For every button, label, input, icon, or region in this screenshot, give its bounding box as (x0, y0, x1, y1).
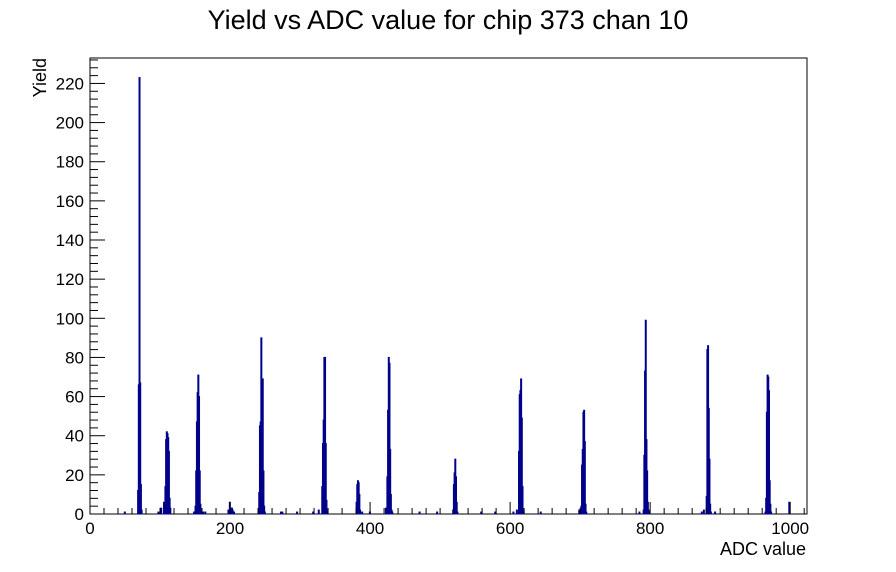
y-tick-label: 140 (56, 231, 84, 250)
histogram-bin (709, 511, 712, 515)
histogram-bin (539, 511, 542, 515)
histogram-bin (361, 511, 364, 515)
x-tick-label: 400 (356, 519, 384, 538)
plot-frame (89, 57, 808, 515)
histogram-bin (123, 511, 126, 515)
histogram-bin (770, 511, 773, 515)
histogram-bin (648, 511, 651, 515)
y-axis: 0 20 40 60 80 100 120 140 160 180 200 220 (56, 59, 105, 524)
histogram-bin (317, 509, 320, 515)
y-tick-label: 60 (65, 388, 84, 407)
histogram-bin (436, 511, 439, 515)
histogram-bin (515, 509, 518, 515)
histogram-bin (200, 511, 203, 515)
x-tick-label: 200 (216, 519, 244, 538)
histogram-bin (312, 511, 315, 515)
histogram-bin (157, 511, 160, 515)
x-axis: 0 200 400 600 800 1000 (85, 502, 809, 538)
histogram-bin (281, 511, 284, 515)
y-tick-label: 20 (65, 466, 84, 485)
y-tick-label: 220 (56, 74, 84, 93)
histogram-bin (788, 501, 791, 515)
histogram-bin (359, 509, 362, 515)
histogram-bin (231, 509, 234, 515)
y-tick-label: 100 (56, 309, 84, 328)
histogram-bin (263, 511, 266, 515)
y-tick-label: 120 (56, 270, 84, 289)
x-tick-label: 600 (496, 519, 524, 538)
histogram-bin (578, 509, 581, 515)
histogram-bin (638, 511, 641, 515)
histogram-bin (296, 511, 299, 515)
histogram-bin (522, 509, 525, 515)
histogram-bin (585, 511, 588, 515)
histogram-bin (391, 511, 394, 515)
histogram-bin (193, 511, 196, 515)
histogram-bin (418, 511, 421, 515)
y-tick-label: 180 (56, 153, 84, 172)
histogram-bin (583, 441, 586, 515)
x-tick-label: 800 (636, 519, 664, 538)
histogram-bin (233, 511, 236, 515)
y-tick-label: 80 (65, 348, 84, 367)
x-tick-label: 1000 (771, 519, 809, 538)
histogram-bin (204, 511, 207, 515)
y-axis-label: Yield (30, 58, 50, 97)
histogram-bin (163, 501, 166, 515)
y-tick-label: 0 (75, 505, 84, 524)
histogram-bin (160, 507, 163, 515)
histogram-bin (714, 511, 717, 515)
y-tick-label: 160 (56, 192, 84, 211)
histogram-bin (702, 509, 705, 515)
histogram-bin (384, 507, 387, 515)
histogram-bin (700, 511, 703, 515)
histogram-bin (326, 511, 329, 515)
histogram-bin (494, 511, 497, 515)
y-tick-label: 40 (65, 427, 84, 446)
histogram-bin (279, 511, 282, 515)
histogram-bin (480, 511, 483, 515)
histogram-bin (456, 511, 459, 515)
x-axis-label: ADC value (720, 539, 806, 559)
histogram-series (123, 77, 791, 515)
y-tick-label: 200 (56, 114, 84, 133)
x-tick-label: 0 (85, 519, 94, 538)
plot-border (89, 57, 808, 515)
histogram-bin (140, 509, 143, 515)
histogram-bin (202, 511, 205, 515)
histogram-bin (512, 511, 515, 515)
histogram-bin (227, 509, 230, 515)
chart-title: Yield vs ADC value for chip 373 chan 10 (208, 5, 689, 35)
histogram-bin (169, 507, 172, 515)
